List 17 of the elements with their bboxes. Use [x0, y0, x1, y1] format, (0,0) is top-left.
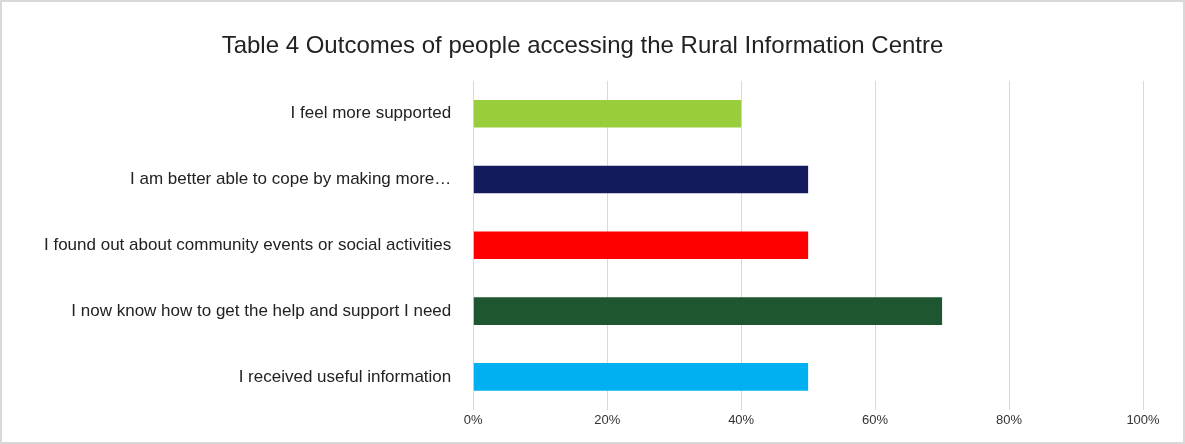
bar — [473, 99, 742, 128]
bar — [473, 165, 809, 194]
bar — [473, 297, 943, 325]
bar — [473, 363, 809, 391]
chart-title: Table 4 Outcomes of people accessing the Rural Information Centre — [221, 31, 944, 59]
x-tick-label: 0% — [463, 412, 484, 428]
x-tick-label: 80% — [996, 412, 1023, 428]
y-tick-label: I now know how to get the help and support I need — [71, 300, 452, 320]
y-tick-label: I received useful information — [238, 366, 452, 386]
x-tick-label: 40% — [728, 412, 755, 428]
bar — [473, 231, 809, 260]
x-tick-label: 100% — [1126, 412, 1161, 428]
y-tick-label: I am better able to cope by making more… — [130, 169, 452, 189]
y-tick-label: I feel more supported — [290, 103, 452, 123]
x-tick-label: 20% — [594, 412, 621, 428]
x-tick-label: 60% — [862, 412, 889, 428]
y-tick-label: I found out about community events or social activities — [44, 234, 452, 254]
